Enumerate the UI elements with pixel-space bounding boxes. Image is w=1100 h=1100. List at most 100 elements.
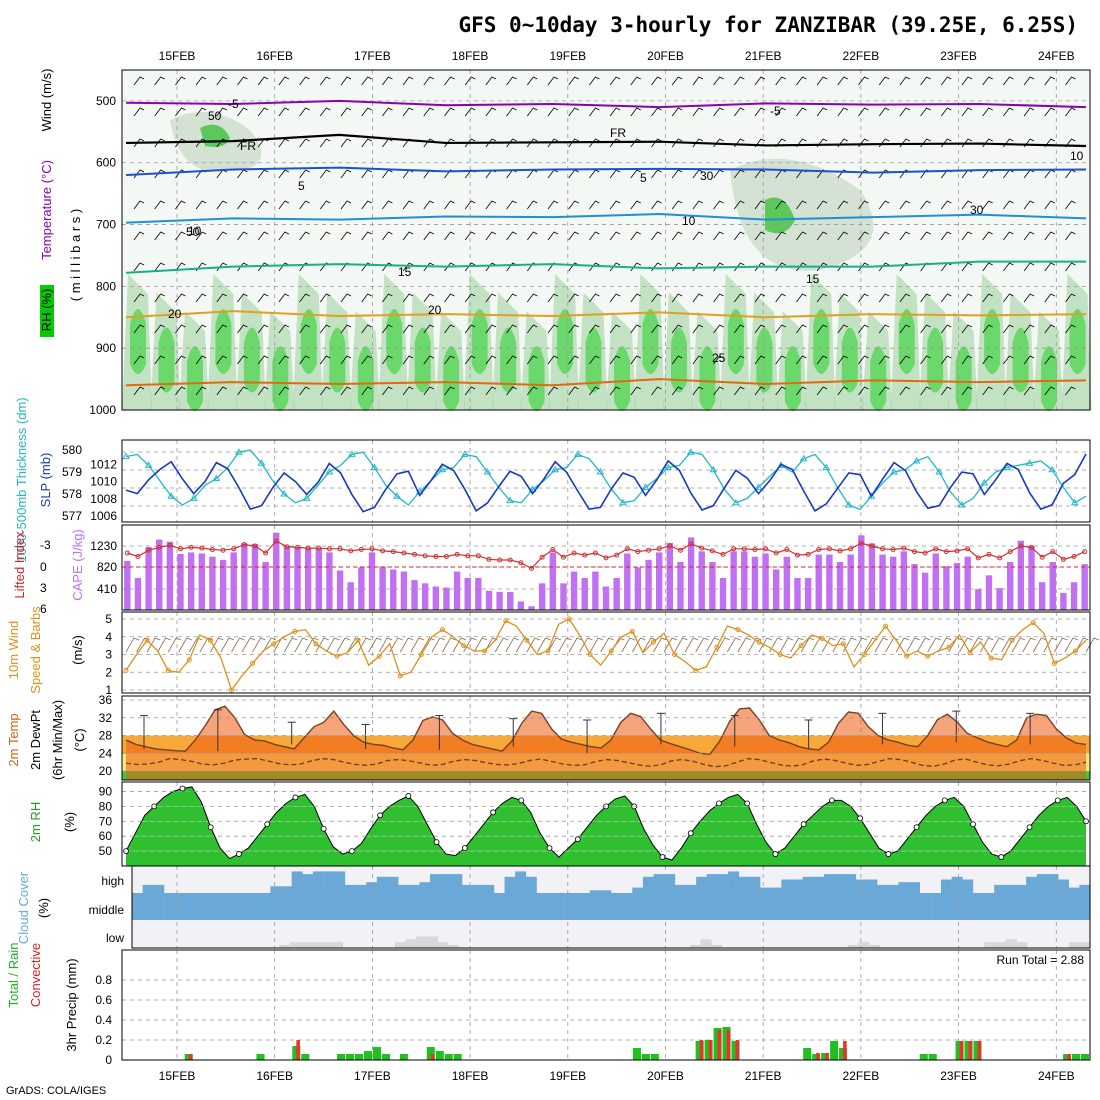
wind-barb <box>340 293 352 303</box>
wind-barb <box>361 231 372 241</box>
cloud-cell-middle <box>584 893 596 920</box>
thickness-marker <box>347 450 356 457</box>
rh-marker <box>207 824 214 831</box>
wind-barb <box>671 107 683 117</box>
lifted-index-marker <box>709 548 715 554</box>
wind-barb <box>878 262 890 272</box>
thickness-marker <box>370 463 379 471</box>
cloud-cell-middle <box>732 893 743 920</box>
cloud-cell-high <box>1079 884 1091 893</box>
wind-barb <box>568 293 579 303</box>
cape-bar <box>943 566 950 610</box>
rh-moist-band <box>378 274 409 410</box>
rh-high-band <box>813 309 830 374</box>
wind-barb <box>216 200 227 210</box>
wind-barb <box>444 262 455 272</box>
wind-barb <box>319 138 331 148</box>
wind-barb <box>982 200 993 210</box>
cloud-cell-high <box>845 874 857 893</box>
wind10-marker <box>735 627 741 633</box>
wind-barb <box>547 355 559 365</box>
wind-barb <box>796 76 807 86</box>
rh-marker <box>659 854 666 860</box>
wind10-marker <box>123 667 129 673</box>
cloud-cell-high <box>1036 874 1048 893</box>
cape-bar <box>166 541 174 610</box>
cloud-cell-high <box>504 876 516 893</box>
wind10-barb <box>937 637 952 653</box>
cloud-cell-middle <box>658 893 670 920</box>
wind-barb <box>733 386 745 396</box>
thickness-marker <box>302 494 311 501</box>
li-tick: 0 <box>40 560 47 574</box>
rh-moist-band <box>1033 311 1064 410</box>
convective-bar <box>726 1030 731 1060</box>
rh-high-band <box>727 309 744 374</box>
temp-unit: (°C) <box>72 728 87 751</box>
precip-bar <box>650 1054 659 1060</box>
wind-barb <box>237 76 248 86</box>
rh-marker <box>348 848 355 854</box>
wind-barb <box>485 293 497 303</box>
wind-barb <box>175 107 186 117</box>
wind-barb <box>547 231 559 241</box>
wind-barb <box>175 386 186 396</box>
wind-barb <box>547 386 559 396</box>
cloud-cell-middle <box>142 893 154 920</box>
wind-barb <box>361 355 372 365</box>
wind10-barb <box>505 637 519 653</box>
cloud-cell-middle <box>826 893 838 920</box>
wind-barb <box>878 200 890 210</box>
wind-barb <box>671 76 683 86</box>
thickness-marker <box>280 490 289 497</box>
cloud-cell-middle <box>668 893 680 920</box>
precip-bar <box>632 1048 641 1060</box>
cloud-cell-middle <box>247 893 259 920</box>
precip-bar <box>1072 1054 1081 1060</box>
wind-barb <box>257 231 269 241</box>
cape-bar <box>294 547 301 610</box>
wind-barb <box>382 324 393 334</box>
cloud-cell-high <box>962 879 974 893</box>
wind-barb <box>257 293 269 303</box>
wind10-barb <box>178 637 192 653</box>
wind-barb <box>609 293 621 303</box>
convective-bar <box>977 1041 982 1060</box>
rh-marker <box>236 851 242 857</box>
convective-bar <box>717 1030 722 1060</box>
date-label-top: 18FEB <box>452 49 489 63</box>
wind10-barb <box>1022 637 1036 653</box>
cape-bar <box>953 563 961 610</box>
wind-barb <box>920 355 931 365</box>
wind10-barb <box>136 637 150 653</box>
thickness-tick: 580 <box>62 443 82 457</box>
thickness-marker <box>957 501 966 508</box>
date-label-bottom: 21FEB <box>745 1069 782 1083</box>
cloud-cell-middle <box>279 893 291 920</box>
isotherm-line <box>125 166 1087 177</box>
cape-bar <box>900 551 908 610</box>
wind-barb <box>982 107 993 117</box>
cape-bar <box>400 571 408 610</box>
wind-barb <box>299 76 310 86</box>
wind10-marker <box>228 687 234 693</box>
wind-barb <box>961 355 973 365</box>
wind-barb <box>278 386 290 396</box>
wind-barb <box>133 107 145 117</box>
cloud-cell-middle <box>521 893 533 920</box>
cape-lifted-index-panel: -3 0 3 6 410 820 1230 Lifted Index CAPE (J/kg) <box>12 524 1091 616</box>
pressure-tick: 500 <box>96 94 116 108</box>
precip-bar <box>1081 1054 1090 1060</box>
convective-bar <box>699 1040 704 1060</box>
cloud-cell-high <box>951 876 963 893</box>
lifted-index-line <box>127 540 1085 570</box>
cloud-cell-high <box>1058 879 1070 893</box>
wind10-barb <box>716 637 730 653</box>
wind-barb <box>1065 138 1076 148</box>
lifted-index-marker <box>263 550 269 556</box>
cloud-cell-high <box>281 886 292 893</box>
wind-barb <box>154 293 165 303</box>
lifted-index-marker <box>901 545 907 551</box>
lifted-index-marker <box>943 549 949 555</box>
wind10-barb <box>895 637 910 653</box>
